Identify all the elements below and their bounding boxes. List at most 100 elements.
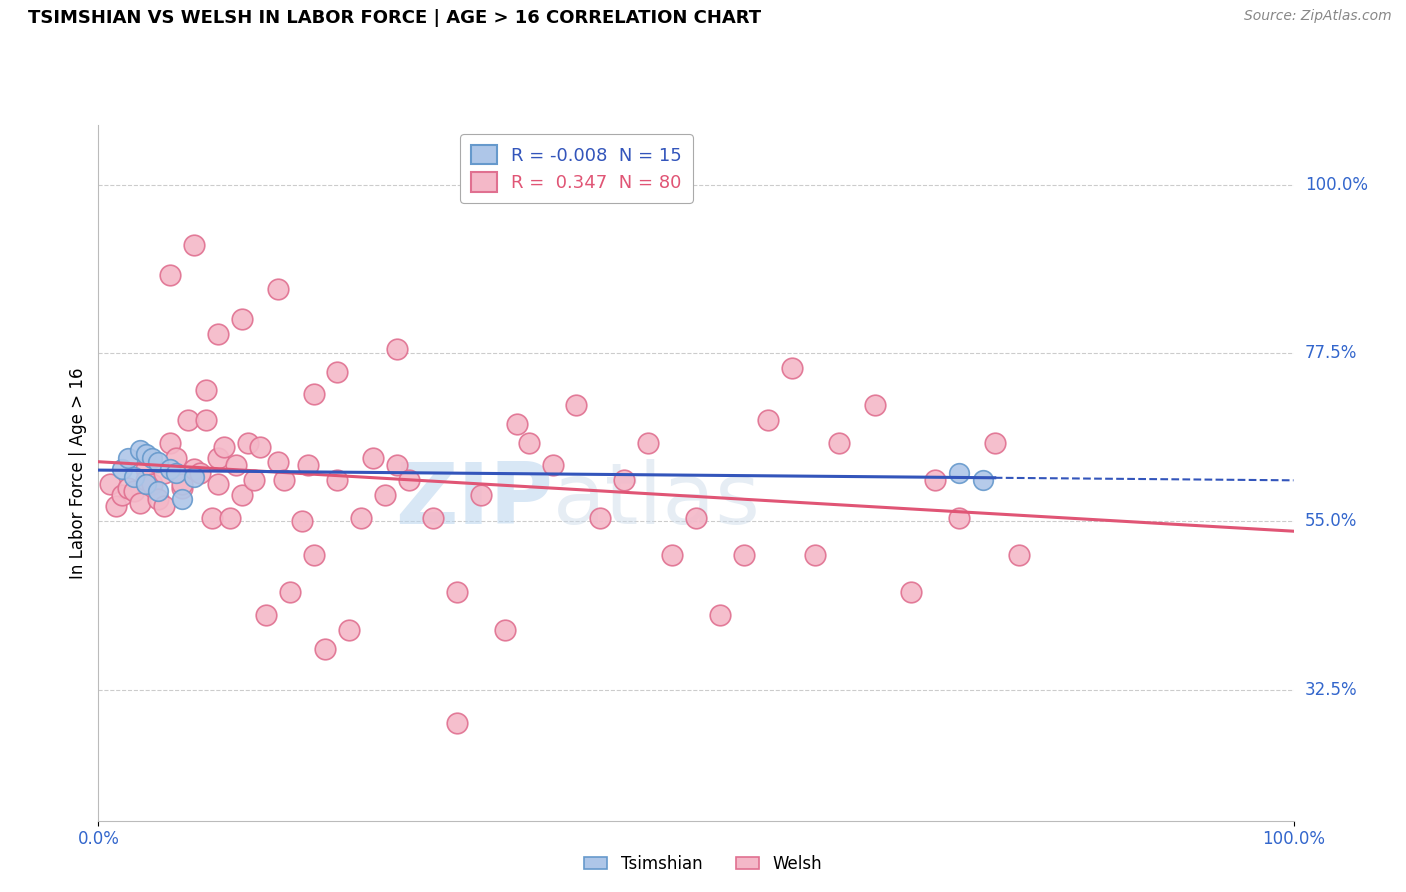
- Point: [111, 462, 134, 476]
- Point: [159, 462, 181, 476]
- Point: [129, 496, 152, 510]
- Point: [565, 399, 588, 413]
- Point: [148, 454, 170, 468]
- Point: [278, 585, 301, 599]
- Point: [924, 473, 946, 487]
- Point: [273, 473, 295, 487]
- Text: 77.5%: 77.5%: [1305, 344, 1357, 362]
- Point: [315, 641, 337, 656]
- Point: [446, 585, 468, 599]
- Point: [98, 477, 122, 491]
- Point: [165, 466, 187, 480]
- Point: [948, 510, 970, 524]
- Text: 55.0%: 55.0%: [1305, 512, 1357, 531]
- Point: [135, 447, 157, 461]
- Point: [243, 473, 266, 487]
- Point: [172, 481, 194, 495]
- Point: [172, 491, 194, 506]
- Point: [135, 462, 157, 476]
- Legend: R = -0.008  N = 15, R =  0.347  N = 80: R = -0.008 N = 15, R = 0.347 N = 80: [460, 134, 693, 202]
- Point: [326, 365, 349, 379]
- Point: [212, 440, 235, 454]
- Point: [290, 515, 312, 529]
- Legend: Tsimshian, Welsh: Tsimshian, Welsh: [578, 848, 828, 880]
- Point: [398, 473, 420, 487]
- Point: [207, 477, 229, 491]
- Point: [470, 488, 492, 502]
- Point: [117, 481, 139, 495]
- Point: [733, 548, 755, 562]
- Text: TSIMSHIAN VS WELSH IN LABOR FORCE | AGE > 16 CORRELATION CHART: TSIMSHIAN VS WELSH IN LABOR FORCE | AGE …: [28, 9, 761, 27]
- Text: 32.5%: 32.5%: [1305, 681, 1357, 698]
- Point: [177, 413, 200, 427]
- Text: ZIP: ZIP: [395, 459, 553, 542]
- Point: [302, 548, 325, 562]
- Point: [506, 417, 529, 431]
- Point: [231, 488, 253, 502]
- Point: [709, 607, 731, 622]
- Point: [385, 458, 409, 473]
- Point: [637, 435, 659, 450]
- Text: Source: ZipAtlas.com: Source: ZipAtlas.com: [1244, 9, 1392, 23]
- Point: [517, 435, 540, 450]
- Y-axis label: In Labor Force | Age > 16: In Labor Force | Age > 16: [69, 367, 87, 579]
- Point: [231, 312, 253, 326]
- Point: [900, 585, 922, 599]
- Point: [249, 440, 271, 454]
- Point: [302, 387, 325, 401]
- Point: [337, 623, 360, 637]
- Point: [541, 458, 564, 473]
- Point: [148, 484, 170, 499]
- Point: [194, 384, 217, 398]
- Point: [159, 435, 181, 450]
- Point: [194, 413, 217, 427]
- Point: [201, 510, 224, 524]
- Point: [374, 488, 396, 502]
- Point: [207, 327, 229, 342]
- Point: [183, 237, 205, 252]
- Point: [446, 716, 468, 731]
- Point: [105, 500, 128, 514]
- Point: [172, 477, 194, 491]
- Point: [494, 623, 516, 637]
- Point: [159, 268, 181, 282]
- Point: [207, 450, 229, 465]
- Point: [756, 413, 779, 427]
- Text: atlas: atlas: [553, 459, 761, 542]
- Point: [267, 454, 290, 468]
- Point: [948, 466, 970, 480]
- Point: [267, 283, 290, 297]
- Point: [117, 450, 139, 465]
- Point: [225, 458, 247, 473]
- Point: [148, 491, 170, 506]
- Point: [422, 510, 444, 524]
- Point: [153, 466, 176, 480]
- Point: [804, 548, 827, 562]
- Point: [124, 484, 146, 499]
- Point: [135, 473, 157, 487]
- Point: [254, 607, 277, 622]
- Point: [141, 477, 163, 491]
- Point: [983, 435, 1005, 450]
- Point: [863, 399, 886, 413]
- Point: [363, 450, 385, 465]
- Point: [589, 510, 612, 524]
- Point: [135, 477, 157, 491]
- Point: [111, 488, 134, 502]
- Text: 100.0%: 100.0%: [1305, 176, 1368, 194]
- Point: [326, 473, 349, 487]
- Point: [297, 458, 319, 473]
- Point: [685, 510, 707, 524]
- Point: [828, 435, 851, 450]
- Point: [1007, 548, 1029, 562]
- Point: [183, 462, 205, 476]
- Point: [661, 548, 683, 562]
- Point: [236, 435, 259, 450]
- Point: [141, 450, 163, 465]
- Point: [972, 473, 994, 487]
- Point: [129, 443, 152, 458]
- Point: [780, 361, 803, 376]
- Point: [165, 450, 187, 465]
- Point: [153, 500, 176, 514]
- Point: [350, 510, 373, 524]
